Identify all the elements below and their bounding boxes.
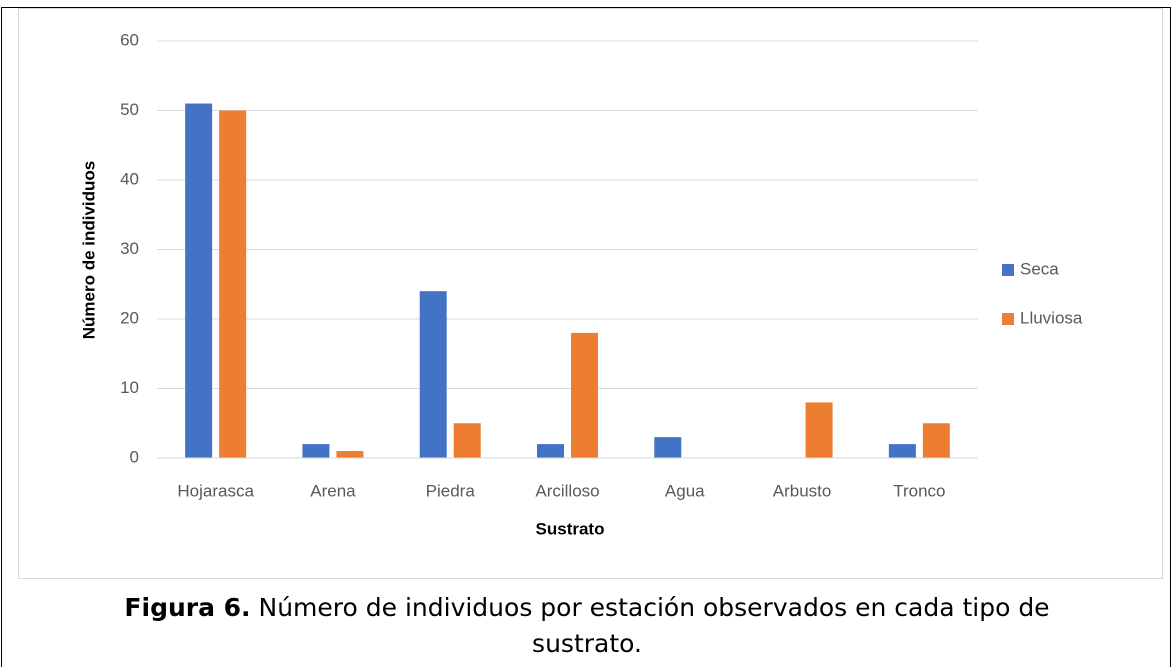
legend-swatch (1002, 264, 1014, 276)
chart: Sustrato Número de individuos 0 10 20 30 40 5… (18, 8, 1163, 579)
x-tick-label: Tronco (893, 481, 945, 500)
bar (654, 437, 682, 458)
x-tick-label: Agua (665, 481, 705, 500)
caption-label: Figura 6. (124, 593, 251, 622)
x-axis-title: Sustrato (536, 519, 605, 538)
y-axis-title: Número de individuos (79, 161, 98, 340)
caption-text: Número de individuos por estación observ… (258, 593, 1050, 658)
y-tick-label: 60 (120, 30, 139, 49)
y-tick-label: 0 (130, 447, 139, 466)
y-tick-label: 40 (120, 169, 139, 188)
x-tick-label: Piedra (426, 481, 476, 500)
bar (336, 451, 364, 458)
bar (302, 444, 330, 458)
bar (922, 423, 950, 458)
legend-label: Seca (1020, 259, 1059, 278)
bar (805, 402, 833, 458)
x-tick-label: Arena (310, 481, 356, 500)
bar (537, 444, 564, 458)
bar (571, 332, 598, 458)
y-tick-label: 10 (120, 378, 139, 397)
x-tick-label: Arbusto (773, 481, 832, 500)
x-tick-label: Hojarasca (177, 481, 254, 500)
bar (453, 423, 481, 458)
y-tick-label: 30 (120, 239, 139, 258)
x-tick-label: Arcilloso (535, 481, 599, 500)
legend-swatch (1002, 313, 1014, 325)
frame (1, 7, 1171, 667)
legend-label: Lluviosa (1020, 308, 1083, 327)
y-tick-label: 20 (120, 308, 139, 327)
bar (888, 444, 916, 458)
caption: Figura 6. Número de individuos por estac… (87, 590, 1087, 662)
bar (419, 291, 447, 458)
y-tick-label: 50 (120, 100, 139, 119)
bar (185, 103, 213, 459)
bar (219, 110, 247, 458)
